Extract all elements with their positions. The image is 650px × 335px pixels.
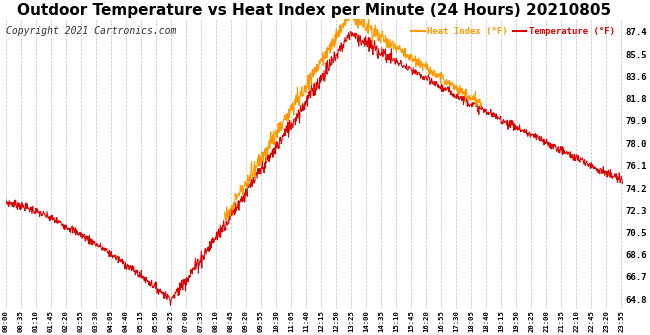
Legend: Heat Index (°F), Temperature (°F): Heat Index (°F), Temperature (°F): [408, 23, 618, 40]
Text: Copyright 2021 Cartronics.com: Copyright 2021 Cartronics.com: [6, 26, 177, 36]
Title: Outdoor Temperature vs Heat Index per Minute (24 Hours) 20210805: Outdoor Temperature vs Heat Index per Mi…: [18, 3, 612, 18]
